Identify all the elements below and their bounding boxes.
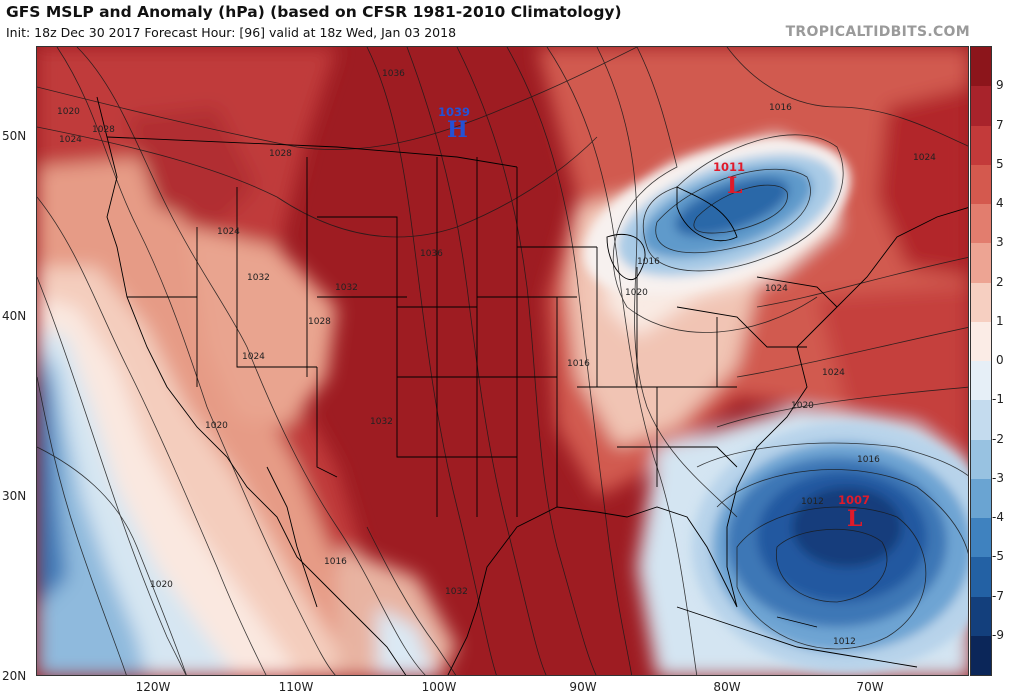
colorbar-label: 7: [996, 117, 1004, 132]
lat-label-40n: 40N: [2, 309, 27, 323]
lon-label-90w: 90W: [569, 680, 597, 694]
isobar-label: 1028: [308, 317, 331, 327]
anomaly-colorbar: [970, 46, 992, 676]
colorbar-label: -4: [992, 510, 1004, 524]
colorbar-segment: [971, 164, 991, 204]
colorbar-label: 5: [996, 156, 1004, 171]
colorbar-label: 9: [996, 78, 1004, 93]
isobar-label: 1032: [370, 417, 393, 427]
map-canvas: [37, 47, 968, 675]
low-pressure-value-atlantic: 1007: [838, 493, 871, 507]
colorbar-label: 3: [996, 235, 1004, 250]
map-title: GFS MSLP and Anomaly (hPa) (based on CFS…: [6, 3, 622, 21]
colorbar-segment: [971, 47, 991, 87]
colorbar-segment: [971, 635, 991, 675]
colorbar-label: 0: [996, 353, 1004, 367]
colorbar-segment: [971, 557, 991, 597]
anomaly-map: 1036 1028 1024 1028 1032 1032 1028 1024 …: [36, 46, 969, 676]
colorbar-segment: [971, 439, 991, 479]
colorbar-label: -1: [992, 392, 1004, 407]
colorbar-segment: [971, 518, 991, 558]
isobar-label: 1024: [242, 352, 265, 362]
colorbar-label: 2: [996, 274, 1004, 289]
colorbar-label: -2: [992, 431, 1004, 446]
lon-label-70w: 70W: [856, 680, 884, 694]
isobar-label: 1024: [765, 284, 788, 294]
isobar-label: 1012: [801, 497, 824, 507]
isobar-label: 1016: [567, 359, 590, 369]
colorbar-segment: [971, 478, 991, 518]
colorbar-label: -5: [992, 549, 1004, 564]
colorbar-segment: [971, 243, 991, 283]
lat-label-20n: 20N: [2, 669, 27, 683]
colorbar-label: -9: [992, 627, 1004, 642]
high-pressure-value: 1039: [438, 105, 471, 119]
isobar-label: 1024: [913, 153, 936, 163]
isobar-label: 1032: [247, 273, 270, 283]
isobar-label: 1016: [324, 557, 347, 567]
isobar-label: 1020: [150, 580, 173, 590]
lat-label-50n: 50N: [2, 129, 27, 143]
colorbar-segment: [971, 596, 991, 636]
isobar-label: 1032: [335, 283, 358, 293]
colorbar-segment: [971, 321, 991, 361]
low-pressure-symbol-greatlakes: L: [727, 173, 743, 199]
isobar-label: 1016: [637, 257, 660, 267]
isobar-label: 1024: [217, 227, 240, 237]
lon-label-80w: 80W: [713, 680, 741, 694]
low-pressure-symbol-atlantic: L: [847, 506, 863, 532]
isobar-label: 1020: [205, 421, 228, 431]
colorbar-label: 4: [996, 196, 1004, 210]
high-pressure-symbol: H: [447, 117, 468, 143]
isobar-label: 1032: [445, 587, 468, 597]
low-pressure-value-greatlakes: 1011: [713, 160, 746, 174]
colorbar-label: -3: [992, 470, 1004, 485]
isobar-label: 1020: [625, 288, 648, 298]
lon-label-120w: 120W: [135, 680, 171, 694]
isobar-label: 1024: [59, 135, 82, 145]
colorbar-segment: [971, 361, 991, 401]
colorbar-label: -7: [992, 588, 1004, 603]
isobar-label: 1036: [382, 69, 405, 79]
isobar-label: 1020: [57, 107, 80, 117]
isobar-label: 1016: [857, 455, 880, 465]
lon-label-100w: 100W: [421, 680, 457, 694]
site-credit: TROPICALTIDBITS.COM: [785, 24, 970, 40]
colorbar-segment: [971, 125, 991, 165]
isobar-label: 1028: [92, 125, 115, 135]
colorbar-segment: [971, 282, 991, 322]
isobar-label: 1024: [822, 368, 845, 378]
colorbar-label: 1: [996, 313, 1004, 328]
lat-label-30n: 30N: [2, 489, 27, 503]
isobar-label: 1016: [769, 103, 792, 113]
lon-label-110w: 110W: [278, 680, 314, 694]
colorbar-segment: [971, 204, 991, 244]
isobar-label: 1036: [420, 249, 443, 259]
isobar-label: 1012: [833, 637, 856, 647]
isobar-label: 1020: [791, 401, 814, 411]
colorbar-segment: [971, 86, 991, 126]
map-subtitle: Init: 18z Dec 30 2017 Forecast Hour: [96…: [6, 25, 457, 40]
colorbar-segment: [971, 400, 991, 440]
isobar-label: 1028: [269, 149, 292, 159]
